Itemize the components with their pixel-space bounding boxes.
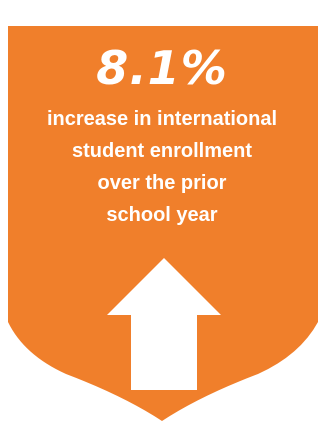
description-line: over the prior [97,172,227,194]
stat-description: increase in international student enroll… [0,103,324,231]
description-line: increase in international [46,108,278,130]
description-line: school year [106,204,218,226]
arrow-up-icon [107,258,221,390]
stat-value: 8.1% [96,41,228,95]
shield-background [8,26,318,421]
description-line: student enrollment [71,140,252,162]
